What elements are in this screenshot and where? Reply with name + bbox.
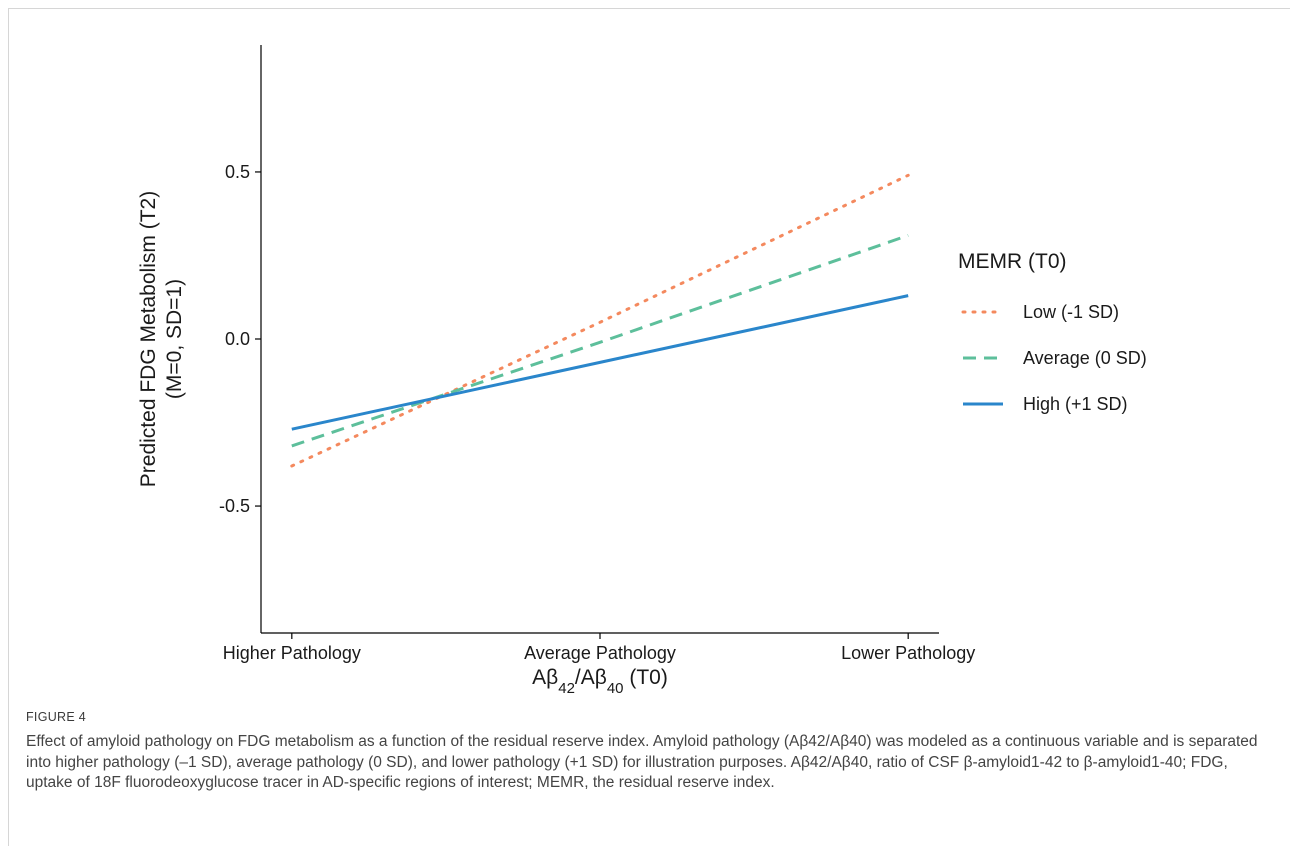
legend-title: MEMR (T0): [958, 250, 1067, 273]
y-tick-label: -0.5: [219, 496, 250, 516]
x-tick-label: Higher Pathology: [223, 643, 361, 663]
figure-frame: [8, 8, 1290, 846]
figure-label: FIGURE 4: [26, 710, 87, 724]
series-line-3: [291, 294, 909, 431]
series-line-1: [290, 173, 910, 468]
x-tick-label: Lower Pathology: [841, 643, 975, 663]
series-line-2: [291, 233, 909, 448]
legend-label-3: High (+1 SD): [1023, 394, 1128, 414]
chart: 0.5 0.0 -0.5 Higher Pathology Average Pathol…: [137, 45, 1147, 697]
y-tick-label: 0.5: [225, 162, 250, 182]
y-axis-subtitle: (M=0, SD=1): [163, 279, 186, 399]
y-tick-label: 0.0: [225, 329, 250, 349]
figure-caption: Effect of amyloid pathology on FDG metab…: [26, 733, 1258, 791]
x-tick-label: Average Pathology: [524, 643, 676, 663]
y-axis-title: Predicted FDG Metabolism (T2): [137, 191, 160, 487]
legend-label-2: Average (0 SD): [1023, 348, 1147, 368]
legend-label-1: Low (-1 SD): [1023, 302, 1119, 322]
x-axis-title: Aβ42/Aβ40 (T0): [532, 666, 668, 697]
